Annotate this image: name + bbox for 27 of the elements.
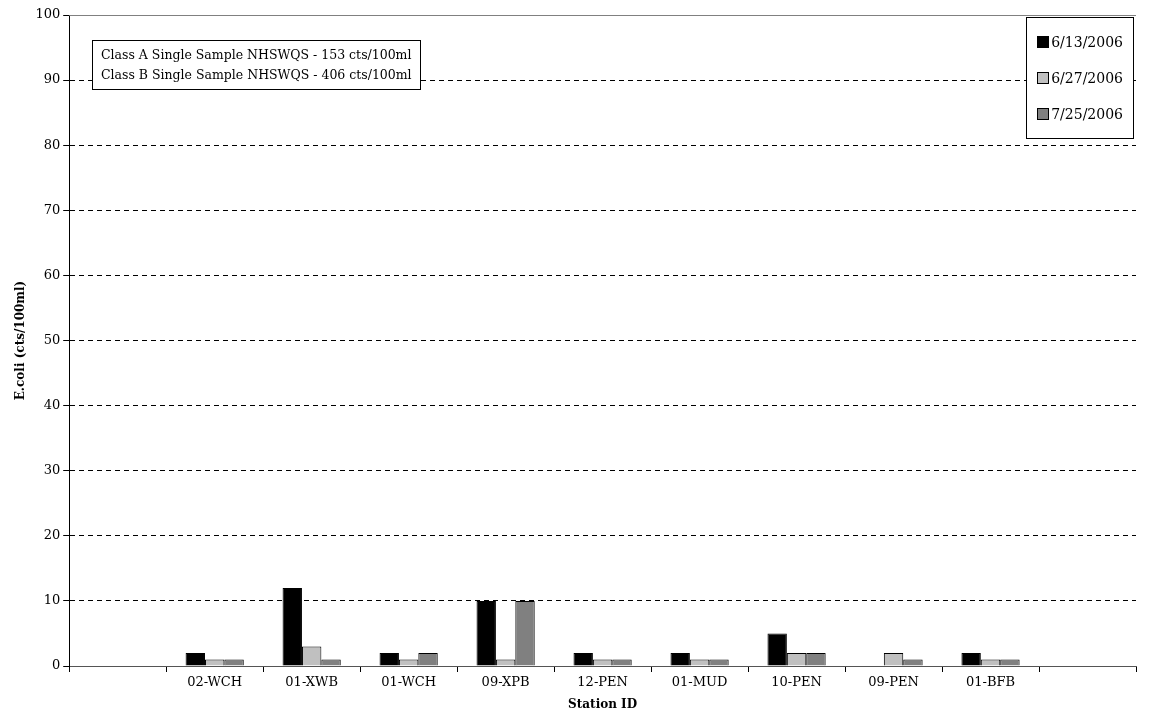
y-tick-label: 80 [43,136,61,152]
x-tick-label: 09-XPB [481,674,530,690]
y-axis-title: E.coli (cts/100ml) [13,280,28,401]
y-tick-label: 10 [43,592,61,608]
x-tick-label: 01-MUD [671,674,728,690]
x-axis-title: Station ID [568,696,638,711]
x-tick-label: 10-PEN [771,674,822,690]
y-tick-label: 40 [43,396,61,412]
y-tick-label: 30 [43,462,61,478]
x-tick-label: 01-WCH [381,674,437,690]
x-tick-label: 01-XWB [285,674,338,690]
annotation: Class A Single Sample NHSWQS - 153 cts/100ml [101,46,412,64]
y-tick-label: 90 [43,71,61,87]
y-tick-label: 100 [35,6,61,22]
y-tick-label: 70 [43,201,61,217]
annotation: Class B Single Sample NHSWQS - 406 cts/100ml [101,66,412,84]
y-tick-label: 60 [43,266,61,282]
legend-label: 6/27/2006 [1051,70,1123,86]
x-tick-label: 09-PEN [868,674,919,690]
legend-label: 7/25/2006 [1051,106,1123,122]
x-tick-label: 12-PEN [577,674,628,690]
y-tick-label: 20 [43,527,61,543]
x-tick-label: 02-WCH [187,674,243,690]
y-tick-label: 0 [51,657,61,673]
y-tick-label: 50 [43,331,61,347]
legend-label: 6/13/2006 [1051,34,1123,50]
x-tick-label: 01-BFB [966,674,1016,690]
